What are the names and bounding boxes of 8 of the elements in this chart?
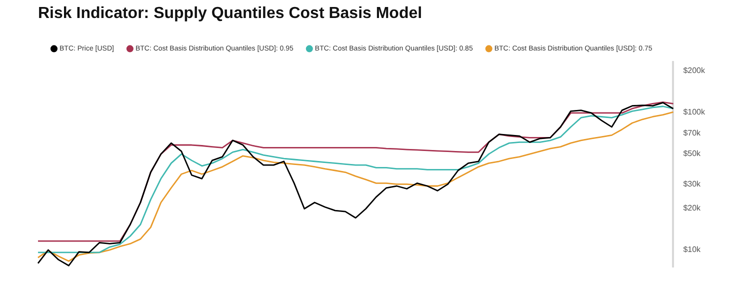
y-tick-label: $200k bbox=[683, 66, 706, 75]
chart-title: Risk Indicator: Supply Quantiles Cost Basis Model bbox=[38, 5, 422, 22]
y-tick-label: $20k bbox=[683, 204, 702, 213]
y-tick-label: $70k bbox=[683, 128, 702, 138]
y-tick-label: $10k bbox=[683, 245, 702, 254]
y-tick-label: $50k bbox=[683, 148, 702, 158]
y-tick-label: $100k bbox=[683, 107, 706, 116]
y-tick-label: $30k bbox=[683, 179, 702, 188]
